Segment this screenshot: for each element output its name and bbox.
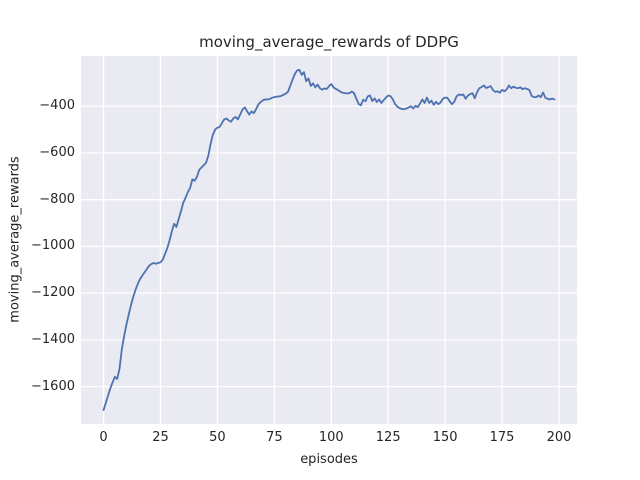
x-tick-label: 0	[99, 430, 108, 445]
x-tick-label: 100	[318, 430, 344, 445]
x-tick-label: 150	[432, 430, 458, 445]
y-tick-label: −1600	[31, 378, 75, 394]
x-tick-label: 50	[209, 430, 226, 445]
x-tick-label: 200	[546, 430, 572, 445]
plot-area	[81, 56, 577, 424]
y-tick-label: −400	[39, 98, 75, 114]
reward-line	[102, 68, 556, 411]
x-tick-label: 125	[375, 430, 401, 445]
plot-background	[81, 56, 577, 424]
x-tick-label: 175	[489, 430, 515, 445]
chart-title: moving_average_rewards of DDPG	[199, 33, 459, 51]
x-axis-label: episodes	[300, 452, 358, 467]
x-tick-label: 75	[266, 430, 283, 445]
y-tick-label: −600	[39, 144, 75, 160]
y-tick-label: −800	[39, 191, 75, 207]
y-tick-label: −1200	[31, 285, 75, 301]
x-tick-label: 25	[152, 430, 169, 445]
y-tick-label: −1400	[31, 331, 75, 347]
y-tick-label: −1000	[31, 238, 75, 254]
